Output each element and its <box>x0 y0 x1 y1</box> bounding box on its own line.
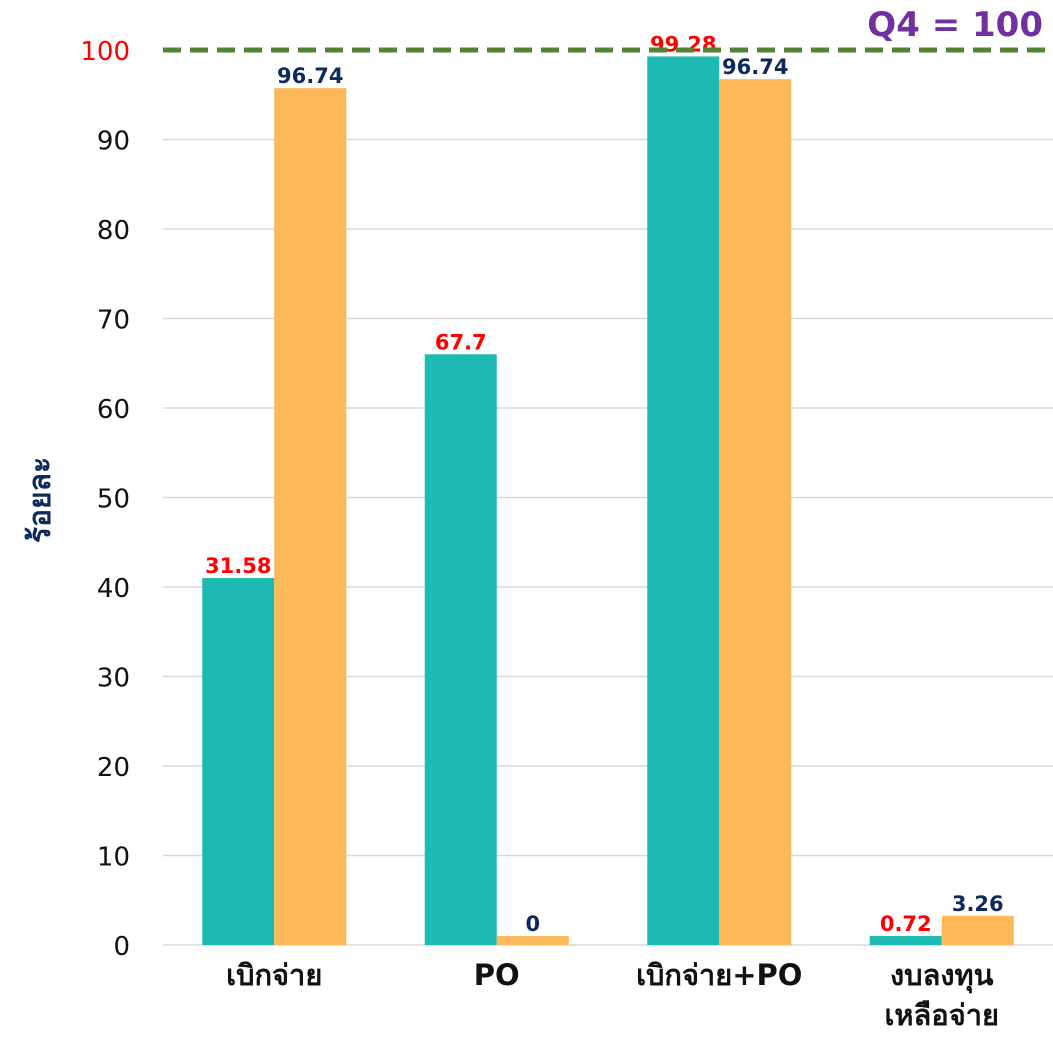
data-label: 0.72 <box>880 912 932 936</box>
x-tick-label: เบิกจ่าย+PO <box>636 958 802 992</box>
target-label: Q4 = 100 <box>867 5 1043 45</box>
x-tick-label: เบิกจ่าย <box>226 958 322 992</box>
bar <box>647 56 720 946</box>
y-tick-label: 50 <box>97 485 130 515</box>
bar <box>869 936 942 945</box>
x-tick-label: งบลงทุน <box>890 958 994 993</box>
bar <box>274 88 347 945</box>
y-tick-label: 90 <box>97 127 130 157</box>
y-tick-label: 30 <box>97 664 130 694</box>
x-tick-label: PO <box>474 958 520 992</box>
data-label: 0 <box>525 912 540 936</box>
bar <box>424 354 497 945</box>
y-tick-label: 0 <box>113 932 130 962</box>
bar <box>719 79 792 945</box>
y-tick-label: 40 <box>97 574 130 604</box>
y-tick-label: 80 <box>97 216 130 246</box>
y-tick-label: 20 <box>97 753 130 783</box>
y-tick-label: 100 <box>80 37 130 67</box>
bar <box>202 578 275 945</box>
x-tick-label: เหลือจ่าย <box>885 998 1000 1032</box>
y-tick-label: 70 <box>97 306 130 336</box>
data-label: 3.26 <box>952 892 1004 916</box>
data-label: 99.28 <box>650 32 716 56</box>
y-tick-label: 10 <box>97 843 130 873</box>
data-label: 67.7 <box>435 330 487 354</box>
data-label: 96.74 <box>277 64 343 88</box>
y-tick-label: 60 <box>97 395 130 425</box>
bar <box>941 915 1014 945</box>
bar <box>496 936 569 945</box>
y-axis-title: ร้อยละ <box>23 457 58 543</box>
data-label: 31.58 <box>205 554 271 578</box>
data-label: 96.74 <box>722 55 788 79</box>
